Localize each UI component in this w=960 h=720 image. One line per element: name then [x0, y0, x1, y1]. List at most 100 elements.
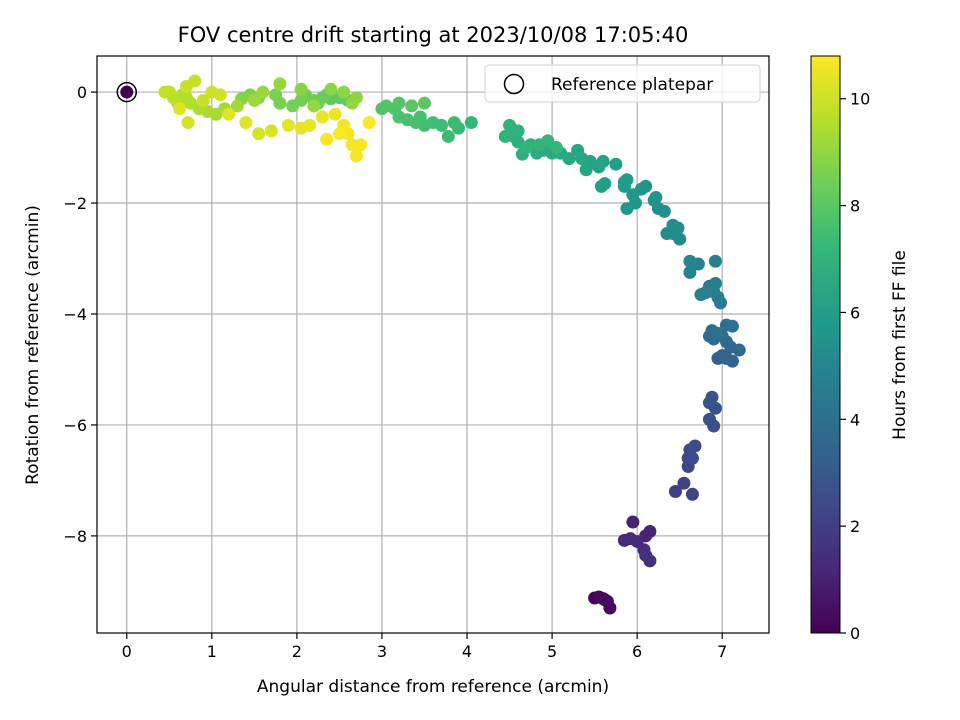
data-point [158, 85, 172, 99]
data-point [417, 96, 431, 110]
data-point [303, 118, 317, 132]
y-axis-ticks: 0 −2 −4 −6 −8 [63, 83, 97, 546]
data-points [116, 74, 746, 615]
x-tick-label: 3 [377, 642, 387, 661]
x-tick-label: 6 [632, 642, 642, 661]
data-point [620, 202, 634, 216]
y-tick-label: 0 [77, 83, 87, 102]
data-point [725, 319, 739, 333]
data-point [213, 88, 227, 102]
y-tick-label: −8 [63, 527, 87, 546]
data-point [708, 276, 722, 290]
data-point [698, 286, 712, 300]
data-point [281, 118, 295, 132]
data-point [498, 129, 512, 143]
data-point [668, 485, 682, 499]
data-point [447, 116, 461, 130]
colorbar: 0 2 4 6 8 10 Hours from first FF file [810, 55, 910, 643]
data-point [649, 190, 663, 204]
data-point [332, 127, 346, 141]
x-axis-label: Angular distance from reference (arcmin) [257, 677, 609, 697]
x-tick-label: 7 [717, 642, 727, 661]
reference-marker [116, 81, 138, 103]
y-tick-label: −4 [63, 305, 87, 324]
data-point [666, 218, 680, 232]
colorbar-tick-label: 2 [850, 517, 860, 536]
plot-frame [96, 55, 770, 634]
data-point [256, 85, 270, 99]
reference-point [120, 85, 134, 99]
data-point [677, 476, 691, 490]
y-axis-label: Rotation from reference (arcmin) [23, 205, 43, 485]
data-point [181, 116, 195, 130]
data-point [725, 354, 739, 368]
colorbar-tick-label: 4 [850, 410, 860, 429]
data-point [345, 96, 359, 110]
data-point [571, 143, 585, 157]
data-point [685, 487, 699, 501]
data-point [328, 107, 342, 121]
data-point [392, 96, 406, 110]
data-point [598, 593, 612, 607]
data-point [307, 99, 321, 113]
data-point [441, 129, 455, 143]
data-point [626, 515, 640, 529]
x-tick-label: 0 [122, 642, 132, 661]
data-point [503, 118, 517, 132]
data-point [711, 326, 725, 340]
chart-title: FOV centre drift starting at 2023/10/08 … [178, 23, 689, 47]
colorbar-label: Hours from first FF file [890, 250, 910, 440]
data-point [337, 85, 351, 99]
legend-marker [503, 73, 525, 95]
data-point [315, 110, 329, 124]
data-point [683, 254, 697, 268]
data-point [549, 141, 563, 155]
data-point [349, 149, 363, 163]
data-point [520, 141, 534, 155]
data-point [609, 157, 623, 171]
colorbar-tick-label: 6 [850, 303, 860, 322]
data-point [683, 265, 697, 279]
data-point [196, 93, 210, 107]
data-point [179, 80, 193, 94]
data-point [375, 102, 389, 116]
data-point [626, 188, 640, 202]
legend-box [484, 64, 761, 103]
data-point [173, 102, 187, 116]
data-point [269, 88, 283, 102]
data-point [643, 554, 657, 568]
data-point [579, 163, 593, 177]
legend-entry: Reference platepar [551, 75, 713, 95]
data-point [247, 93, 261, 107]
y-tick-label: −6 [63, 416, 87, 435]
data-point [620, 173, 634, 187]
data-point [222, 107, 236, 121]
data-point [354, 138, 368, 152]
data-point [252, 127, 266, 141]
data-point [705, 390, 719, 404]
data-point [688, 439, 702, 453]
data-point [264, 124, 278, 138]
x-axis-ticks: 0 1 2 3 4 5 6 7 [122, 633, 727, 661]
data-point [643, 524, 657, 538]
colorbar-tick-label: 8 [850, 197, 860, 216]
data-point [324, 82, 338, 96]
data-point [594, 179, 608, 193]
x-tick-label: 5 [547, 642, 557, 661]
data-point [464, 116, 478, 130]
x-tick-label: 4 [462, 642, 472, 661]
colorbar-tick-label: 0 [850, 624, 860, 643]
data-point [230, 99, 244, 113]
legend: Reference platepar [484, 64, 761, 103]
colorbar-tick-label: 10 [850, 90, 870, 109]
data-point [286, 99, 300, 113]
data-point [294, 82, 308, 96]
data-point [320, 132, 334, 146]
data-point [702, 412, 716, 426]
data-point [273, 77, 287, 91]
data-point [239, 116, 253, 130]
data-point [708, 254, 722, 268]
y-tick-label: −2 [63, 194, 87, 213]
x-tick-label: 2 [292, 642, 302, 661]
